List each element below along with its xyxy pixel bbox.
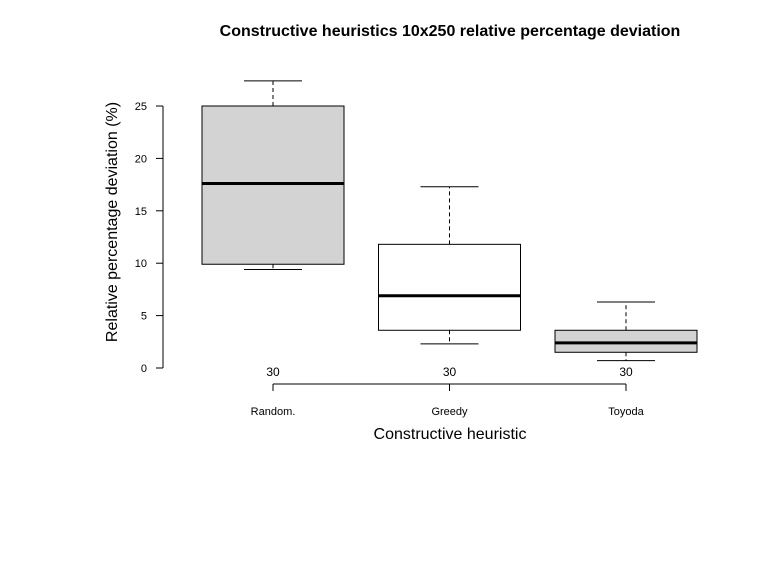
x-category-label: Random. [251,406,296,418]
count-label: 30 [619,365,633,379]
y-tick-label: 15 [135,206,147,218]
y-tick-label: 5 [141,311,147,323]
box-rect [201,105,345,265]
x-category-label: Greedy [431,406,468,418]
box-rect [554,329,698,353]
chart-title: Constructive heuristics 10x250 relative … [220,23,681,40]
count-label: 30 [266,365,280,379]
x-axis-title: Constructive heuristic [374,426,527,443]
counts-group: 30 30 30 [266,365,633,379]
y-tick-label: 10 [135,258,147,270]
boxes-group [201,80,698,362]
box-rect [378,243,521,331]
y-axis-title: Relative percentage deviation (%) [104,102,121,342]
y-axis: 0 5 10 15 20 25 [135,101,164,375]
y-tick-label: 25 [135,101,147,113]
x-axis: Random. Greedy Toyoda [251,383,645,418]
count-label: 30 [443,365,457,379]
x-category-label: Toyoda [608,406,644,418]
y-tick-label: 0 [141,363,147,375]
y-tick-label: 20 [135,153,147,165]
